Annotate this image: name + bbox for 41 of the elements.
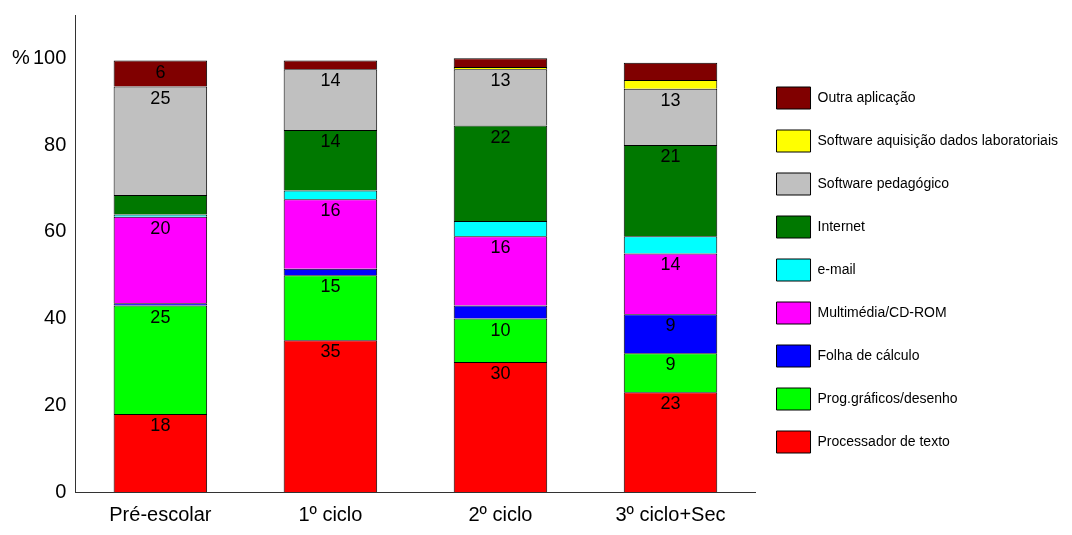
- data-label: 16: [320, 200, 341, 221]
- data-label: 16: [490, 237, 511, 258]
- legend-label: Outra aplicação: [817, 88, 916, 105]
- x-tick-label: 2º ciclo: [468, 502, 533, 525]
- x-tick-label: 3º ciclo+Sec: [615, 502, 726, 525]
- y-tick-label: 100: [32, 45, 67, 68]
- y-tick-label: 0: [55, 479, 67, 502]
- legend-label: Software aquisição dados laboratoriais: [817, 131, 1059, 148]
- legend-label: Internet: [817, 217, 866, 234]
- data-label: 15: [320, 276, 341, 297]
- y-tick-label: 20: [44, 392, 67, 415]
- data-label: 9: [665, 315, 676, 336]
- legend-label: Multimédia/CD-ROM: [817, 303, 947, 320]
- legend-label: e-mail: [817, 260, 856, 277]
- data-label: 21: [660, 146, 681, 167]
- y-tick-label: 60: [44, 219, 67, 242]
- data-label: 9: [665, 354, 676, 375]
- y-axis-title: %: [12, 45, 30, 68]
- data-label: 30: [490, 362, 511, 383]
- data-label: 18: [150, 414, 171, 435]
- legend-label: Prog.gráficos/desenho: [817, 389, 958, 406]
- data-label: 14: [320, 130, 341, 151]
- data-label: 25: [150, 306, 171, 327]
- x-tick-label: Pré-escolar: [109, 502, 212, 525]
- data-label: 35: [320, 341, 341, 362]
- x-tick-label: 1º ciclo: [298, 502, 363, 525]
- data-label: 20: [150, 217, 171, 238]
- data-label: 10: [490, 319, 511, 340]
- legend-label: Processador de texto: [817, 432, 951, 449]
- data-label: 14: [660, 254, 681, 275]
- y-tick-label: 40: [44, 306, 67, 329]
- data-label: 6: [155, 61, 166, 82]
- data-label: 23: [660, 393, 681, 414]
- data-label: 13: [490, 70, 511, 91]
- y-tick-label: 80: [44, 132, 67, 155]
- data-label: 25: [150, 87, 171, 108]
- data-label: 22: [490, 126, 511, 147]
- data-label: 14: [320, 70, 341, 91]
- legend-label: Folha de cálculo: [817, 346, 920, 363]
- legend-label: Software pedagógico: [817, 174, 950, 191]
- data-label: 13: [660, 89, 681, 110]
